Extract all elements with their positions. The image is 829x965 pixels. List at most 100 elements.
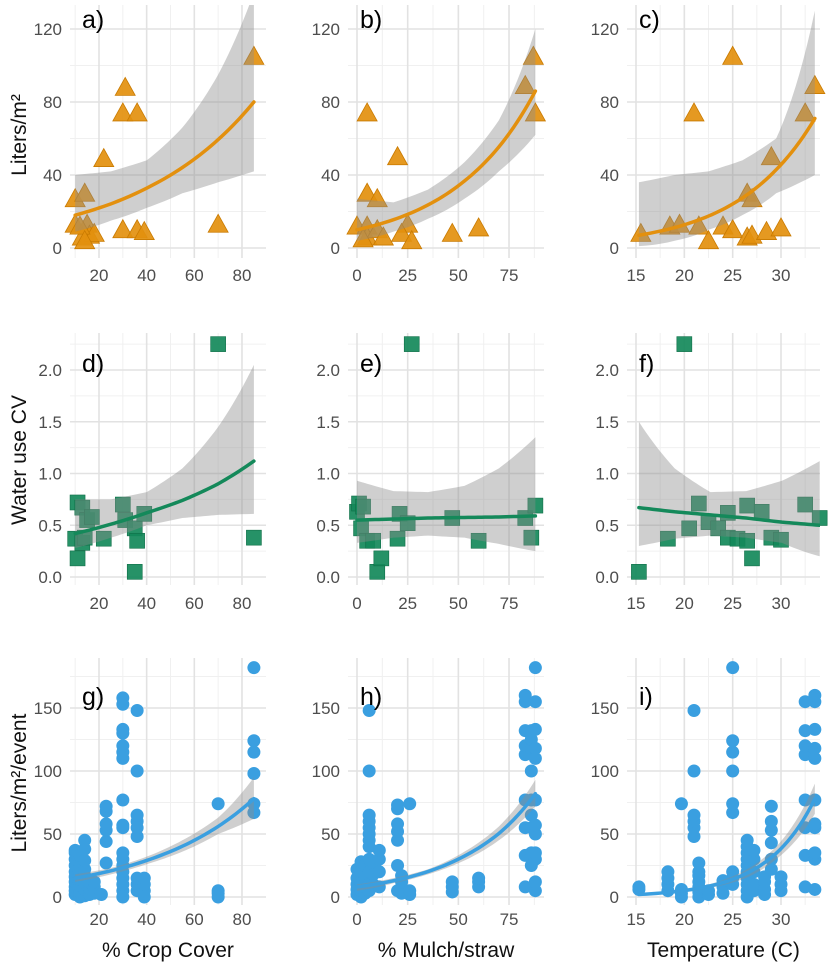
x-tick-label: 25 bbox=[723, 266, 742, 285]
y-tick-label: 1.0 bbox=[316, 465, 340, 484]
data-point-square bbox=[115, 496, 131, 513]
data-point-triangle bbox=[514, 74, 536, 94]
confidence-band bbox=[638, 421, 820, 557]
data-point-square bbox=[797, 496, 813, 513]
fit-line bbox=[73, 796, 256, 880]
panel-letter: e) bbox=[360, 350, 382, 378]
data-point-circle bbox=[764, 836, 778, 850]
data-point-square bbox=[95, 530, 112, 547]
panel-i: 15 20 25 30 0 50 100 150 i) Temperature (C) bbox=[591, 658, 822, 962]
data-point-circle bbox=[247, 661, 261, 675]
data-point-triangle bbox=[356, 182, 378, 202]
x-tick-label: 80 bbox=[233, 910, 252, 929]
data-point-circle bbox=[247, 767, 261, 781]
data-point-circle bbox=[78, 853, 92, 867]
data-point-circle bbox=[808, 722, 822, 736]
confidence-band bbox=[75, 777, 254, 882]
data-point-circle bbox=[391, 817, 405, 831]
data-point-circle bbox=[99, 835, 113, 849]
data-point-circle bbox=[632, 880, 646, 894]
data-points bbox=[68, 661, 261, 904]
panel-letter: g) bbox=[82, 683, 104, 711]
y-tick-label: 0.5 bbox=[316, 516, 340, 535]
data-points bbox=[64, 45, 265, 250]
y-tick-label: 0 bbox=[610, 888, 619, 907]
data-point-triangle bbox=[390, 222, 413, 242]
panel-h: 0 25 50 75 0 50 100 150 h) % Mulch/straw bbox=[312, 658, 544, 962]
confidence-band bbox=[75, 5, 254, 232]
confidence-band bbox=[357, 779, 536, 891]
y-tick-label: 80 bbox=[321, 93, 340, 112]
y-tick-label: 40 bbox=[600, 166, 619, 185]
x-tick-label: 30 bbox=[772, 910, 791, 929]
data-point-triangle bbox=[741, 187, 763, 208]
data-point-square bbox=[129, 532, 145, 549]
y-tick-label: 0 bbox=[331, 888, 340, 907]
data-point-square bbox=[660, 530, 676, 547]
y-axis-title: Liters/m² bbox=[8, 94, 31, 176]
data-point-circle bbox=[391, 859, 405, 872]
data-point-triangle bbox=[804, 74, 826, 94]
data-point-circle bbox=[808, 882, 822, 896]
y-tick-label: 50 bbox=[43, 825, 62, 844]
x-tick-label: 60 bbox=[185, 910, 204, 929]
data-point-circle bbox=[808, 817, 822, 831]
fit-line bbox=[355, 791, 538, 889]
data-point-circle bbox=[524, 808, 538, 822]
data-point-triangle bbox=[760, 145, 783, 166]
data-point-square bbox=[210, 336, 226, 352]
fit-line bbox=[637, 796, 817, 897]
data-point-triangle bbox=[770, 217, 792, 237]
y-tick-label: 100 bbox=[312, 762, 340, 781]
x-tick-label: 0 bbox=[352, 594, 361, 613]
data-point-circle bbox=[99, 856, 113, 870]
y-tick-label: 1.5 bbox=[595, 413, 619, 432]
x-tick-label: 50 bbox=[449, 594, 468, 613]
x-tick-label: 0 bbox=[352, 266, 361, 285]
x-tick-label: 20 bbox=[90, 594, 109, 613]
data-point-triangle bbox=[401, 229, 423, 250]
data-point-circle bbox=[747, 843, 761, 857]
x-tick-label: 40 bbox=[137, 266, 156, 285]
data-point-circle bbox=[528, 846, 542, 860]
x-axis-title: Temperature (C) bbox=[647, 939, 800, 962]
x-tick-label: 25 bbox=[398, 594, 417, 613]
y-tick-label: 50 bbox=[600, 825, 619, 844]
data-point-circle bbox=[247, 734, 261, 748]
y-tick-label: 2.0 bbox=[316, 361, 340, 380]
data-point-square bbox=[527, 497, 544, 514]
data-point-circle bbox=[99, 817, 113, 831]
data-point-circle bbox=[211, 884, 225, 898]
data-point-circle bbox=[528, 741, 542, 755]
y-tick-label: 1.0 bbox=[38, 465, 62, 484]
y-tick-label: 2.0 bbox=[38, 361, 62, 380]
data-point-circle bbox=[808, 741, 822, 755]
x-tick-label: 80 bbox=[233, 594, 252, 613]
data-point-circle bbox=[116, 846, 130, 860]
panel-letter: h) bbox=[360, 683, 382, 711]
fit-line bbox=[637, 505, 820, 527]
x-tick-label: 50 bbox=[449, 266, 468, 285]
data-point-circle bbox=[726, 764, 740, 778]
data-point-circle bbox=[764, 814, 778, 828]
data-point-triangle bbox=[386, 145, 409, 166]
data-point-circle bbox=[116, 793, 130, 807]
data-point-circle bbox=[764, 862, 778, 876]
fit-line bbox=[73, 459, 256, 536]
data-point-triangle bbox=[352, 228, 374, 248]
data-point-circle bbox=[808, 846, 822, 860]
data-point-circle bbox=[528, 695, 542, 709]
data-point-circle bbox=[726, 797, 740, 811]
data-point-circle bbox=[687, 808, 701, 822]
data-point-circle bbox=[726, 865, 740, 879]
data-point-square bbox=[744, 550, 760, 567]
data-point-triangle bbox=[366, 187, 388, 208]
data-point-circle bbox=[524, 764, 538, 778]
data-point-circle bbox=[528, 661, 542, 675]
data-point-triangle bbox=[683, 102, 705, 122]
y-tick-label: 150 bbox=[34, 699, 62, 718]
x-tick-label: 0 bbox=[352, 910, 361, 929]
data-point-square bbox=[389, 530, 406, 547]
x-tick-label: 15 bbox=[627, 594, 646, 613]
panel-e: 0 25 50 75 0.0 0.5 1.0 1.5 2.0 e) bbox=[316, 333, 544, 613]
